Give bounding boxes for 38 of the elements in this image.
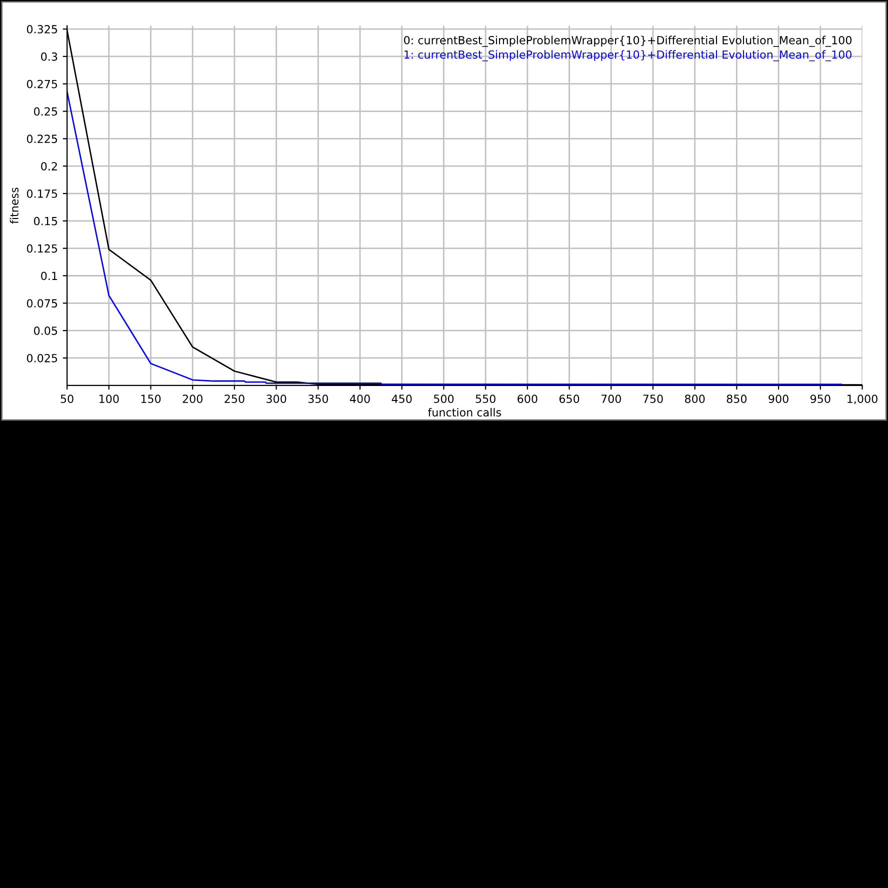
x-tick-label: 650: [559, 394, 580, 404]
y-tick-label: 0.05: [34, 326, 58, 335]
y-tick-label: 0.175: [26, 189, 58, 198]
x-tick-label: 300: [266, 394, 286, 404]
x-tick-label: 250: [224, 394, 244, 404]
x-tick-label: 950: [810, 394, 830, 404]
x-tick-label: 150: [141, 394, 161, 404]
x-tick-label: 600: [518, 394, 538, 404]
x-tick-label: 1,000: [848, 394, 878, 404]
y-axis-title: fitness: [10, 188, 18, 224]
y-tick-label: 0.1: [41, 272, 57, 280]
x-tick-label: 500: [434, 394, 454, 404]
text: 1: currentBest_SimpleProblemWrapper{10}+Differential Evolution_Mean_of_100: [404, 50, 852, 62]
y-tick-label: 0.225: [26, 134, 58, 144]
line-series: [67, 90, 842, 385]
y-tick-label: 0.25: [34, 107, 58, 116]
x-tick-label: 700: [601, 394, 621, 404]
x-tick-label: 850: [726, 394, 747, 404]
x-tick-label: 550: [476, 394, 496, 404]
y-tick-label: 0.15: [34, 216, 58, 226]
y-tick-label: 0.2: [41, 162, 57, 170]
y-tick-label: 0.075: [26, 299, 58, 308]
x-tick-label: 900: [768, 394, 788, 404]
x-tick-label: 750: [643, 394, 663, 404]
x-tick-label: 350: [308, 394, 328, 404]
x-tick-label: 50: [60, 394, 74, 404]
x-tick-label: 200: [182, 394, 202, 404]
x-tick-label: 800: [684, 394, 705, 404]
y-tick-label: 0.125: [26, 244, 58, 253]
x-tick-label: 400: [350, 394, 370, 404]
x-axis-title: function calls: [428, 408, 502, 417]
y-tick-label: 0.275: [26, 80, 58, 88]
x-tick-label: 450: [392, 394, 412, 404]
y-tick-label: 0.325: [26, 25, 58, 34]
y-tick-label: 0.3: [41, 52, 58, 61]
text: 0: currentBest_SimpleProblemWrapper{10}+Differential Evolution_Mean_of_100: [404, 36, 852, 47]
y-tick-label: 0.025: [26, 354, 58, 362]
x-tick-label: 100: [100, 394, 119, 404]
